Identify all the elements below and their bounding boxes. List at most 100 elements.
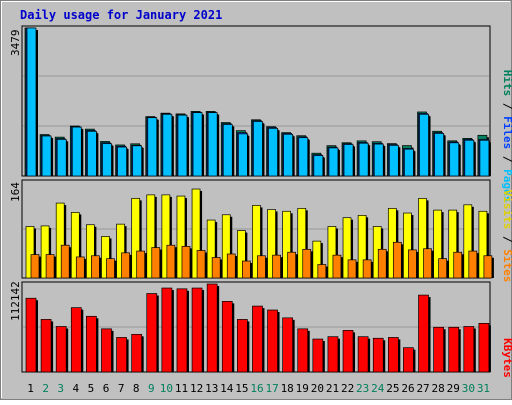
pages-bar — [479, 139, 490, 177]
visits-bar — [448, 209, 458, 279]
sites-bar — [151, 247, 161, 279]
sites-bar — [483, 255, 493, 279]
kbytes-bar — [448, 326, 460, 373]
pages-bar — [388, 145, 399, 177]
day-label: 16 — [250, 382, 263, 395]
day-label: 9 — [148, 382, 155, 395]
pages-bar — [162, 113, 173, 177]
day-label: 11 — [175, 382, 188, 395]
pages-bar — [283, 133, 293, 177]
sites-bar — [30, 254, 40, 279]
day-label: 10 — [160, 382, 173, 395]
day-label: 24 — [371, 382, 385, 395]
pages-bar — [177, 114, 188, 177]
pages-bar — [56, 139, 67, 177]
day-label: 4 — [73, 382, 80, 395]
kbytes-bar — [478, 322, 490, 373]
day-label: 1 — [27, 382, 34, 395]
pages-bar — [207, 112, 218, 177]
legend-sep-3: / — [501, 229, 512, 249]
sites-bar — [302, 248, 312, 279]
kbytes-bar — [70, 307, 82, 373]
sites-bar — [106, 258, 115, 279]
sites-bar — [181, 246, 191, 279]
sites-bar — [196, 250, 206, 279]
sites-bar — [453, 251, 463, 279]
kbytes-bar — [433, 326, 444, 373]
sites-bar — [75, 256, 85, 279]
max-kbytes-label: 112142 — [9, 281, 22, 321]
max-hits-label: 3479 — [9, 30, 22, 57]
kbytes-bar — [282, 317, 293, 373]
visits-bar — [86, 224, 95, 279]
kbytes-bar — [206, 283, 218, 373]
kbytes-bar — [101, 328, 112, 373]
pages-bar — [404, 148, 414, 177]
pages-bar — [434, 133, 444, 177]
legend-sites: Sites — [501, 249, 512, 282]
visits-bar — [221, 214, 231, 279]
day-label: 23 — [356, 382, 369, 395]
pages-bar — [449, 142, 460, 177]
day-label: 3 — [57, 382, 64, 395]
kbytes-bar — [86, 315, 97, 373]
pages-bar — [87, 130, 97, 177]
pages-bar — [147, 117, 158, 177]
day-label: 22 — [341, 382, 354, 395]
day-label: 6 — [103, 382, 110, 395]
max-visits-label: 164 — [9, 182, 22, 202]
pages-bar — [328, 147, 339, 177]
pages-bar — [253, 121, 263, 177]
kbytes-bar — [312, 338, 324, 373]
kbytes-bar — [40, 319, 52, 373]
visits-bar — [40, 225, 50, 279]
kbytes-bar — [267, 309, 278, 373]
legend-sep-2: / — [501, 149, 512, 169]
pages-bar — [117, 146, 127, 177]
visits-bar — [418, 198, 427, 279]
visits-bar — [312, 240, 322, 279]
sites-bar — [408, 249, 417, 279]
kbytes-bar — [131, 333, 143, 373]
visits-bar — [25, 226, 35, 279]
day-label: 5 — [88, 382, 95, 395]
day-label: 8 — [133, 382, 140, 395]
pages-bar — [419, 113, 429, 177]
sites-bar — [45, 254, 55, 279]
day-label: 30 — [462, 382, 475, 395]
sites-bar — [226, 253, 236, 279]
sites-bar — [272, 254, 281, 279]
kbytes-bar — [55, 326, 67, 373]
day-label: 17 — [265, 382, 278, 395]
kbytes-bar — [418, 294, 429, 373]
sites-bar — [166, 244, 176, 279]
visits-bar — [357, 215, 367, 279]
legend-hits: Hits — [501, 70, 512, 97]
kbytes-bar — [146, 293, 158, 373]
day-label: 18 — [281, 382, 294, 395]
sites-bar — [392, 241, 402, 279]
day-label: 28 — [432, 382, 445, 395]
visits-bar — [70, 212, 80, 279]
pages-bar — [343, 144, 354, 177]
visits-bar — [161, 194, 171, 279]
pages-bar — [26, 27, 37, 177]
sites-bar — [362, 259, 372, 279]
pages-bar — [268, 128, 278, 177]
kbytes-bar — [191, 287, 203, 373]
visits-bar — [55, 202, 65, 279]
sites-bar — [121, 252, 130, 279]
day-label: 29 — [447, 382, 460, 395]
sites-bar — [60, 244, 70, 279]
visits-sites-panel — [21, 179, 494, 279]
visits-bar — [116, 223, 125, 279]
legend-files: Files — [501, 116, 512, 149]
pages-bar — [313, 155, 324, 177]
visits-bar — [327, 226, 337, 279]
pages-bar — [358, 142, 369, 177]
day-label: 7 — [118, 382, 125, 395]
visits-bar — [252, 205, 261, 279]
pages-bar — [41, 135, 52, 177]
